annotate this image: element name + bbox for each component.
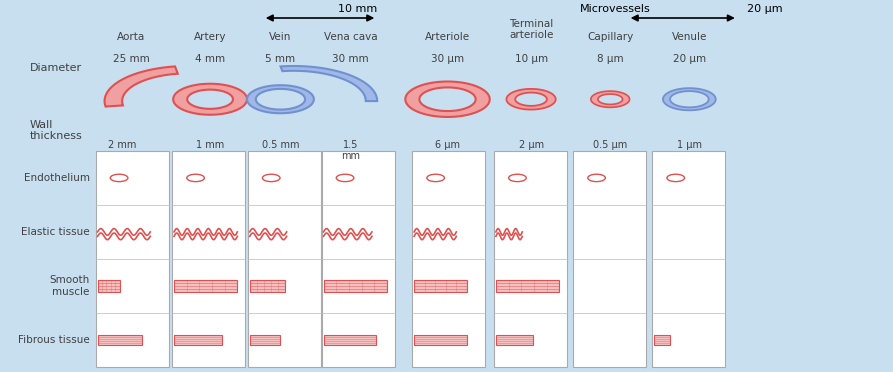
Text: 2 μm: 2 μm [519, 140, 544, 150]
Bar [250, 335, 280, 344]
Text: Vena cava: Vena cava [324, 32, 378, 42]
PathPatch shape [247, 85, 313, 113]
Bar [414, 280, 467, 292]
Bar [494, 151, 567, 367]
Bar [653, 151, 725, 367]
Text: Vein: Vein [270, 32, 292, 42]
Text: Diameter: Diameter [29, 63, 82, 73]
Text: Artery: Artery [194, 32, 226, 42]
Text: 2 mm: 2 mm [108, 140, 137, 150]
PathPatch shape [173, 84, 247, 115]
Text: Microvessels: Microvessels [580, 4, 650, 14]
Bar [97, 280, 120, 292]
PathPatch shape [591, 91, 630, 108]
Text: 0.5 mm: 0.5 mm [262, 140, 299, 150]
Text: 6 μm: 6 μm [435, 140, 460, 150]
Text: Aorta: Aorta [117, 32, 145, 42]
Bar [323, 280, 387, 292]
Text: Endothelium: Endothelium [23, 173, 89, 183]
PathPatch shape [663, 88, 715, 110]
Text: Venule: Venule [672, 32, 707, 42]
Bar [323, 335, 376, 344]
Text: 30 μm: 30 μm [431, 54, 464, 64]
Text: 0.5 μm: 0.5 μm [593, 140, 628, 150]
Text: Capillary: Capillary [587, 32, 633, 42]
Text: 5 mm: 5 mm [265, 54, 296, 64]
Text: 1 mm: 1 mm [196, 140, 224, 150]
Text: Terminal
arteriole: Terminal arteriole [509, 19, 554, 40]
Bar [573, 151, 647, 367]
Text: Fibrous tissue: Fibrous tissue [18, 335, 89, 345]
Text: 1 μm: 1 μm [677, 140, 702, 150]
Text: 30 mm: 30 mm [332, 54, 369, 64]
Text: 10 μm: 10 μm [514, 54, 547, 64]
Text: 8 μm: 8 μm [597, 54, 623, 64]
Bar [321, 151, 395, 367]
Text: 20 μm: 20 μm [672, 54, 706, 64]
Text: 20 μm: 20 μm [747, 4, 782, 14]
Bar [248, 151, 321, 367]
Text: Smooth
muscle: Smooth muscle [49, 275, 89, 297]
Bar [174, 280, 238, 292]
Bar [655, 335, 670, 344]
Bar [496, 335, 533, 344]
PathPatch shape [506, 89, 555, 110]
Bar [174, 335, 222, 344]
PathPatch shape [405, 81, 489, 117]
Bar [96, 151, 169, 367]
Text: 25 mm: 25 mm [113, 54, 149, 64]
Bar [413, 151, 485, 367]
Bar [414, 335, 467, 344]
Bar [496, 280, 559, 292]
Bar [250, 280, 285, 292]
Text: 10 mm: 10 mm [338, 4, 377, 14]
Text: Arteriole: Arteriole [425, 32, 470, 42]
Bar [172, 151, 246, 367]
Text: 4 mm: 4 mm [195, 54, 225, 64]
Bar [97, 335, 141, 344]
Text: Wall
thickness: Wall thickness [29, 120, 82, 141]
Text: Elastic tissue: Elastic tissue [21, 227, 89, 237]
PathPatch shape [280, 66, 377, 101]
Text: 1.5
mm: 1.5 mm [341, 140, 360, 161]
PathPatch shape [104, 67, 178, 106]
